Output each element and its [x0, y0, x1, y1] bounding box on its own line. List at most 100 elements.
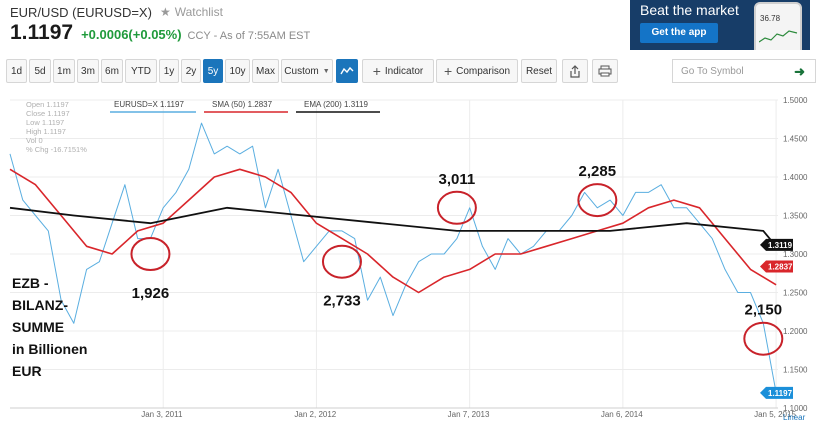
- quote-price-row: 1.1197 +0.0006(+0.05%) CCY - As of 7:55A…: [10, 21, 310, 45]
- comparison-label: Comparison: [456, 65, 511, 77]
- last-value-tags: 1.3119 1.2837 1.1197: [760, 238, 793, 399]
- chart-canvas[interactable]: 1.5000 1.4500 1.4000 1.3500 1.3000 1.2500 1.20…: [0, 90, 829, 432]
- print-icon: [598, 65, 612, 77]
- ezb-stack-label: EUR: [12, 363, 42, 379]
- app-ad-banner[interactable]: Beat the market Get the app 36.78: [630, 0, 810, 50]
- line-chart-icon: [340, 66, 354, 75]
- range-6m[interactable]: 6m: [101, 59, 123, 83]
- range-ytd[interactable]: YTD: [125, 59, 157, 83]
- quote-title: EUR/USD (EURUSD=X): [10, 4, 152, 20]
- range-1m[interactable]: 1m: [53, 59, 75, 83]
- ohlc-vol: Vol 0: [26, 136, 43, 145]
- custom-range-dropdown[interactable]: Custom ▼: [281, 59, 333, 83]
- chart-toolbar: 1d 5d 1m 3m 6m YTD 1y 2y 5y 10y Max Cust…: [6, 59, 816, 83]
- search-input[interactable]: Go To Symbol: [681, 66, 744, 77]
- annotation-circle: [321, 244, 362, 279]
- get-app-button[interactable]: Get the app: [640, 23, 718, 43]
- ema-last-tag: 1.3119: [760, 238, 793, 251]
- chevron-down-icon: ▼: [322, 67, 330, 75]
- y-tick-label: 1.5000: [783, 96, 808, 105]
- x-tick-label: Jan 2, 2012: [294, 410, 336, 419]
- phone-mini-chart-icon: [759, 30, 798, 43]
- ohlc-high: High 1.1197: [26, 127, 66, 136]
- arrow-right-icon[interactable]: ➜: [794, 64, 805, 79]
- annotation-label: 2,733: [323, 293, 361, 310]
- price-last-tag: 1.1197: [760, 386, 793, 399]
- last-price: 1.1197: [10, 21, 74, 44]
- comparison-button[interactable]: + Comparison: [436, 59, 518, 83]
- sma-last-tag-text: 1.2837: [768, 263, 793, 272]
- indicator-label: Indicator: [384, 65, 424, 77]
- x-tick-label: Jan 5, 2015: [754, 410, 796, 419]
- y-tick-label: 1.4500: [783, 135, 808, 144]
- x-tick-label: Jan 3, 2011: [141, 410, 183, 419]
- plus-icon: +: [443, 63, 453, 79]
- range-max[interactable]: Max: [252, 59, 279, 83]
- y-tick-label: 1.1500: [783, 366, 808, 375]
- legend-price: EURUSD=X 1.1197: [114, 100, 184, 109]
- ohlc-open: Open 1.1197: [26, 100, 69, 109]
- reset-button[interactable]: Reset: [521, 59, 557, 83]
- range-1y[interactable]: 1y: [159, 59, 179, 83]
- sma-last-tag: 1.2837: [760, 260, 793, 273]
- ezb-stack-label: EZB -: [12, 275, 49, 291]
- price-last-tag-shape: [760, 386, 793, 399]
- quote-timestamp: CCY - As of 7:55AM EST: [187, 30, 311, 42]
- chart-legend: EURUSD=X 1.1197 SMA (50) 1.2837 EMA (200…: [110, 100, 380, 113]
- share-icon: [570, 64, 580, 78]
- sma-last-tag-shape: [760, 260, 793, 273]
- y-tick-label: 1.3000: [783, 250, 808, 259]
- chart-annotations: 1,926 2,733 3,011 2,285 2,150 EZB - BILANZ- SUM…: [12, 163, 784, 379]
- y-tick-label: 1.2000: [783, 327, 808, 336]
- range-2y[interactable]: 2y: [181, 59, 201, 83]
- y-tick-label: 1.4000: [783, 173, 808, 182]
- watchlist-link[interactable]: Watchlist: [174, 5, 223, 19]
- ezb-stack-label: in Billionen: [12, 341, 87, 357]
- range-10y[interactable]: 10y: [225, 59, 250, 83]
- chart-series: [9, 122, 777, 393]
- annotation-label: 3,011: [439, 171, 476, 188]
- annotation-circle: [130, 237, 171, 271]
- phone-illustration: 36.78: [754, 2, 802, 50]
- symbol-search[interactable]: Go To Symbol ➜: [672, 59, 816, 83]
- annotation-label: 2,150: [745, 302, 783, 319]
- custom-range-label: Custom: [284, 65, 319, 77]
- ezb-stack-label: SUMME: [12, 319, 64, 335]
- phone-value: 36.78: [760, 14, 781, 23]
- print-button[interactable]: [592, 59, 618, 83]
- x-axis: Jan 3, 2011 Jan 2, 2012 Jan 7, 2013 Jan 6, …: [10, 407, 806, 422]
- price-last-tag-text: 1.1197: [768, 389, 793, 398]
- ohlc-close: Close 1.1197: [26, 109, 70, 118]
- price-series-line: [9, 122, 777, 393]
- y-tick-label: 1.3500: [783, 212, 808, 221]
- range-1d[interactable]: 1d: [6, 59, 27, 83]
- plus-icon: +: [372, 63, 381, 79]
- chart-grid: [10, 99, 778, 409]
- legend-ema: EMA (200) 1.3119: [304, 100, 368, 109]
- chart-type-button[interactable]: [336, 59, 358, 83]
- ema-last-tag-text: 1.3119: [768, 241, 793, 250]
- range-3m[interactable]: 3m: [77, 59, 99, 83]
- sma-series-line: [9, 168, 777, 294]
- ad-headline: Beat the market: [640, 2, 739, 18]
- quote-title-row: EUR/USD (EURUSD=X) ★ Watchlist: [10, 4, 223, 20]
- x-tick-label: Jan 6, 2014: [601, 410, 643, 419]
- ohlc-low: Low 1.1197: [26, 118, 64, 127]
- legend-sma: SMA (50) 1.2837: [212, 100, 273, 109]
- ezb-stack-label: BILANZ-: [12, 297, 68, 313]
- star-icon[interactable]: ★: [159, 5, 171, 19]
- price-chart[interactable]: 1.5000 1.4500 1.4000 1.3500 1.3000 1.2500 1.20…: [0, 90, 829, 432]
- indicator-button[interactable]: + Indicator: [362, 59, 434, 83]
- annotation-circle: [743, 321, 784, 356]
- ohlc-panel: Open 1.1197 Close 1.1197 Low 1.1197 High…: [26, 100, 87, 154]
- share-button[interactable]: [562, 59, 588, 83]
- linear-scale-label: Linear: [783, 413, 806, 422]
- annotation-circle: [436, 190, 477, 225]
- range-5d[interactable]: 5d: [29, 59, 51, 83]
- ema-last-tag-shape: [760, 238, 793, 251]
- annotation-label: 1,926: [132, 285, 170, 302]
- y-tick-label: 1.2500: [783, 289, 808, 298]
- ema-series-line: [9, 206, 777, 247]
- y-axis: 1.5000 1.4500 1.4000 1.3500 1.3000 1.2500 1.20…: [783, 96, 808, 413]
- range-5y[interactable]: 5y: [203, 59, 223, 83]
